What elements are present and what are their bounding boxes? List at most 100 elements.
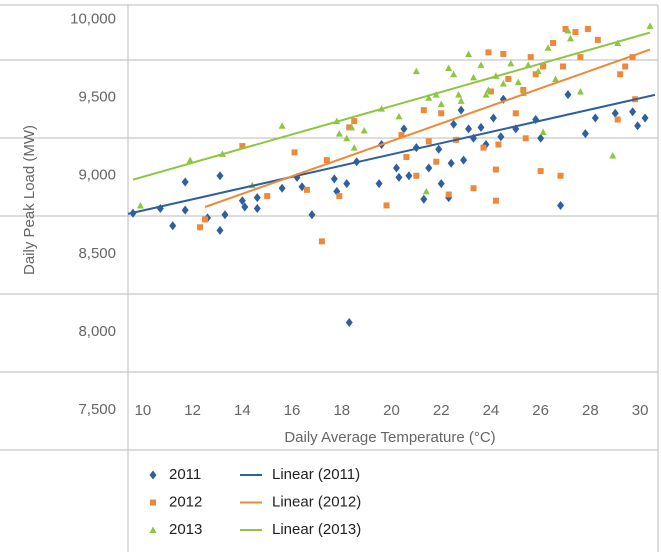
point: [581, 129, 589, 139]
point: [445, 64, 453, 72]
point: [351, 118, 358, 125]
x-axis-label: Daily Average Temperature (°C): [284, 429, 495, 446]
legend-label: Linear (2012): [272, 493, 361, 510]
point: [136, 201, 144, 209]
point: [336, 193, 343, 200]
legend-label: 2011: [169, 466, 201, 483]
point: [181, 205, 189, 215]
point: [614, 116, 621, 123]
point: [348, 123, 356, 131]
point: [470, 185, 477, 192]
point: [216, 225, 224, 235]
point: [562, 25, 569, 32]
point: [500, 50, 507, 57]
point: [622, 63, 629, 70]
point: [395, 172, 403, 182]
point: [557, 200, 565, 210]
point: [186, 156, 194, 164]
point: [395, 112, 403, 120]
point: [278, 122, 286, 129]
point: [221, 210, 229, 220]
legend-label: 2012: [169, 493, 202, 510]
point: [253, 204, 261, 214]
point: [507, 59, 515, 67]
y-tick-label: 9,500: [78, 89, 116, 106]
point: [512, 110, 519, 117]
point: [350, 144, 358, 151]
x-tick-label: 10: [135, 402, 152, 419]
legend-marker: [150, 499, 156, 506]
point: [308, 210, 316, 220]
point: [497, 132, 505, 142]
point: [539, 128, 547, 136]
point: [447, 158, 455, 168]
point: [264, 193, 271, 200]
point: [514, 78, 522, 86]
point: [609, 151, 617, 159]
trend-line: [204, 48, 651, 208]
point: [594, 36, 601, 43]
point: [617, 71, 624, 78]
point: [343, 134, 351, 142]
point: [484, 86, 492, 93]
point: [540, 63, 547, 70]
point: [420, 194, 428, 204]
point: [216, 171, 224, 181]
point: [413, 172, 420, 179]
point: [425, 138, 432, 145]
point: [420, 107, 427, 114]
point: [576, 87, 584, 95]
point: [591, 113, 599, 123]
point: [425, 94, 433, 101]
table-borders: [0, 4, 659, 552]
point: [457, 97, 465, 104]
point: [629, 107, 637, 117]
point: [437, 100, 445, 107]
legend-label: Linear (2011): [272, 466, 360, 483]
point: [330, 174, 338, 184]
point: [318, 238, 325, 245]
point: [641, 113, 649, 123]
x-tick-label: 12: [184, 402, 201, 419]
point: [460, 155, 468, 165]
trend-line: [132, 31, 651, 181]
point: [422, 187, 430, 195]
point: [477, 61, 485, 68]
point: [335, 130, 343, 137]
point: [435, 144, 443, 154]
legend-marker: [149, 470, 157, 480]
y-tick-label: 10,000: [70, 11, 116, 28]
point: [564, 90, 572, 100]
legend-label: Linear (2013): [272, 521, 361, 538]
legend-marker: [149, 526, 157, 533]
point: [403, 154, 410, 161]
point: [375, 179, 383, 189]
point: [392, 163, 400, 173]
point: [383, 202, 390, 209]
x-tick-label: 14: [234, 402, 251, 419]
point: [445, 191, 452, 198]
point: [482, 91, 490, 98]
point: [202, 216, 209, 223]
point: [560, 63, 567, 70]
point: [181, 177, 189, 187]
point: [425, 163, 433, 173]
point: [438, 110, 445, 117]
point: [495, 141, 502, 148]
point: [457, 105, 465, 115]
point: [345, 318, 353, 328]
point: [557, 172, 564, 179]
point: [238, 196, 246, 206]
point: [465, 50, 473, 57]
x-tick-label: 24: [483, 402, 500, 419]
point: [398, 132, 405, 139]
point: [470, 73, 478, 81]
point: [572, 29, 579, 36]
point: [544, 44, 552, 51]
point: [522, 135, 529, 142]
point: [499, 80, 507, 87]
point: [534, 67, 542, 75]
x-tick-label: 28: [582, 402, 599, 419]
y-tick-label: 9,000: [78, 167, 116, 184]
